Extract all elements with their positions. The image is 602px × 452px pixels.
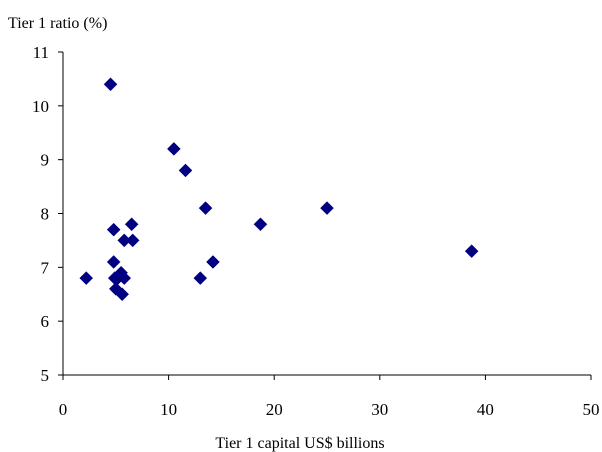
data-point-marker xyxy=(206,255,220,269)
data-point-marker xyxy=(253,217,268,232)
data-point-marker xyxy=(125,233,140,248)
x-tick-label: 0 xyxy=(59,400,68,419)
x-tick-label: 50 xyxy=(583,400,600,419)
y-tick-label: 8 xyxy=(41,205,50,224)
y-tick-label: 10 xyxy=(32,97,49,116)
data-point-marker xyxy=(115,287,129,302)
data-point-marker xyxy=(464,244,479,259)
x-tick-label: 20 xyxy=(266,400,283,419)
x-axis-title: Tier 1 capital US$ billions xyxy=(215,435,384,452)
points-layer xyxy=(79,77,479,302)
data-point-marker xyxy=(167,142,181,156)
data-point-marker xyxy=(124,217,139,232)
y-axis-title: Tier 1 ratio (%) xyxy=(8,15,107,32)
y-tick-label: 5 xyxy=(41,366,50,385)
y-tick-label: 7 xyxy=(41,258,50,277)
x-tick-label: 30 xyxy=(371,400,388,419)
data-point-marker xyxy=(106,222,121,237)
data-point-marker xyxy=(193,271,208,285)
data-point-marker xyxy=(106,255,121,269)
data-point-marker xyxy=(79,271,94,285)
ticks-layer: 5 6 7 8 9 10 11 0 10 20 30 40 50 xyxy=(32,43,600,419)
data-point-marker xyxy=(178,163,193,178)
data-point-marker xyxy=(198,201,213,215)
data-point-marker xyxy=(103,77,118,92)
y-tick-label: 9 xyxy=(41,151,50,170)
data-point-marker xyxy=(117,271,132,285)
x-tick-label: 40 xyxy=(477,400,494,419)
y-tick-label: 6 xyxy=(41,312,50,331)
data-point-marker xyxy=(320,201,334,215)
x-tick-label: 10 xyxy=(160,400,177,419)
y-tick-label: 11 xyxy=(33,43,49,62)
